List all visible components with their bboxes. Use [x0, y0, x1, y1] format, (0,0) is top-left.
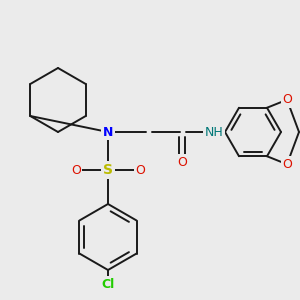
Text: O: O: [282, 93, 292, 106]
Text: O: O: [282, 158, 292, 171]
Text: O: O: [177, 155, 187, 169]
Text: Cl: Cl: [101, 278, 115, 290]
Text: N: N: [103, 125, 113, 139]
Text: NH: NH: [205, 125, 224, 139]
Text: O: O: [135, 164, 145, 176]
Text: S: S: [103, 163, 113, 177]
Text: O: O: [71, 164, 81, 176]
